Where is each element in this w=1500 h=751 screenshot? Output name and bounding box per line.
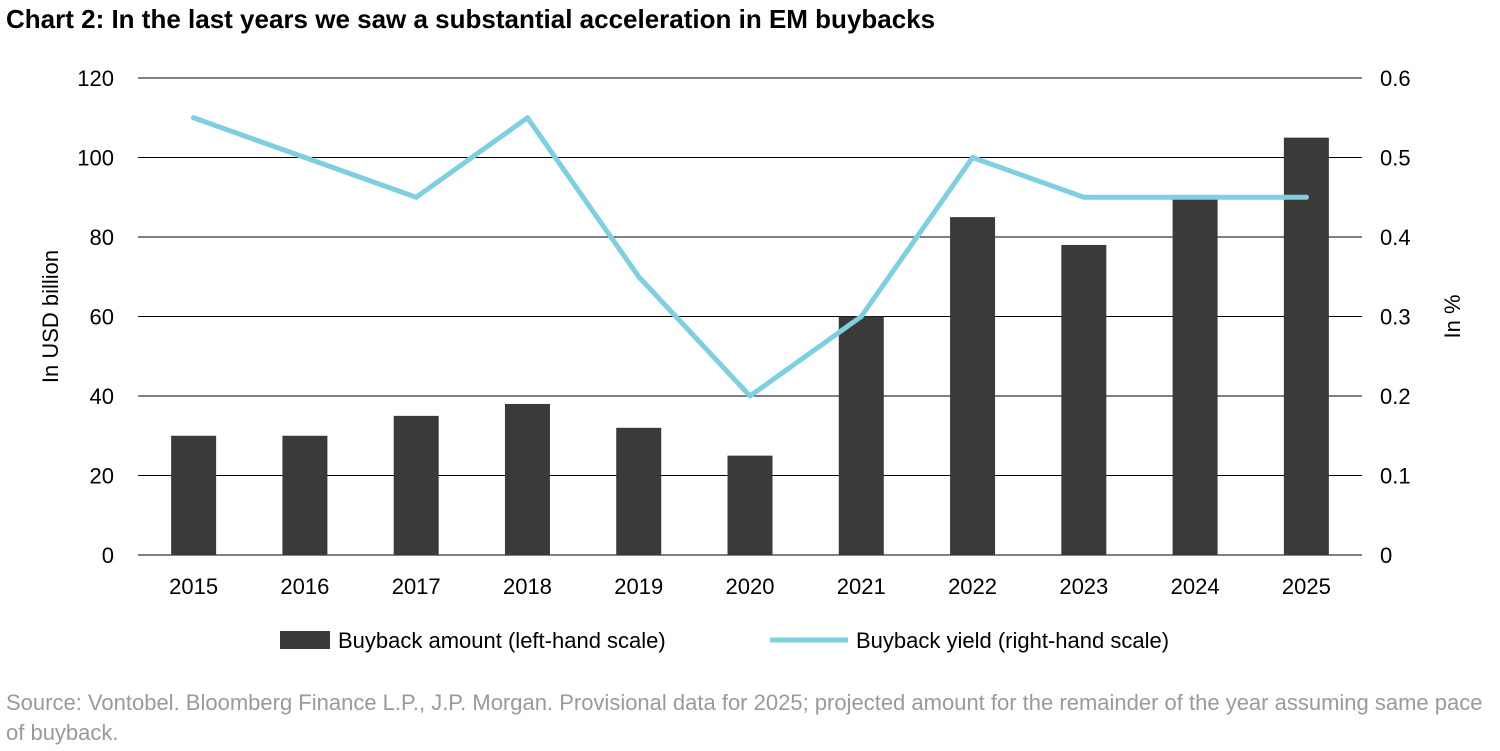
line-point [1303, 194, 1309, 200]
y-tick-label: 40 [90, 384, 114, 409]
bar [171, 435, 217, 555]
y-tick-label: 120 [77, 66, 114, 91]
line-point [747, 393, 753, 399]
y2-tick-label: 0.5 [1380, 146, 1411, 171]
x-tick-label: 2018 [503, 574, 552, 599]
y2-tick-label: 0.2 [1380, 384, 1411, 409]
chart: 0 20 40 60 80 100 120 0 0.1 0.2 0.3 0.4 0.5 0.6 In USD… [38, 66, 1465, 653]
y2-tick-label: 0.3 [1380, 305, 1411, 330]
y2-tick-label: 0 [1380, 543, 1392, 568]
bar [393, 415, 439, 555]
source-note: Source: Vontobel. Bloomberg Finance L.P.… [6, 690, 1483, 745]
chart-title: Chart 2: In the last years we saw a subs… [6, 4, 936, 34]
x-tick-label: 2023 [1059, 574, 1108, 599]
x-tick-label: 2022 [948, 574, 997, 599]
x-tick-label: 2025 [1282, 574, 1331, 599]
y-tick-label: 80 [90, 225, 114, 250]
line-point [524, 115, 530, 121]
line-point [191, 115, 197, 121]
bar [838, 316, 884, 555]
bar [727, 455, 773, 555]
bar [1061, 244, 1107, 555]
yield-line [191, 115, 1309, 399]
line-point [413, 194, 419, 200]
line-point [636, 274, 642, 280]
y2-tick-label: 0.4 [1380, 225, 1411, 250]
x-tick-label: 2019 [614, 574, 663, 599]
legend-label: Buyback yield (right-hand scale) [856, 628, 1169, 653]
y2-axis-label: In % [1440, 294, 1465, 338]
x-tick-label: 2017 [392, 574, 441, 599]
legend-swatch-bar [280, 631, 330, 649]
x-tick-label: 2015 [169, 574, 218, 599]
x-tick-label: 2016 [280, 574, 329, 599]
legend-label: Buyback amount (left-hand scale) [338, 628, 666, 653]
bar [1283, 137, 1329, 555]
bar [616, 427, 662, 555]
x-tick-label: 2024 [1171, 574, 1220, 599]
y-axis-label: In USD billion [38, 250, 63, 383]
y-tick-label: 60 [90, 305, 114, 330]
line-point [858, 314, 864, 319]
y2-tick-label: 0.6 [1380, 66, 1411, 91]
bar [504, 403, 550, 555]
x-tick-label: 2020 [726, 574, 775, 599]
bar [950, 217, 996, 555]
y-tick-label: 100 [77, 146, 114, 171]
x-tick-label: 2021 [837, 574, 886, 599]
bar [282, 435, 328, 555]
y-tick-label: 0 [102, 543, 114, 568]
y2-tick-label: 0.1 [1380, 464, 1411, 489]
line-point [1192, 194, 1198, 200]
line-point [970, 155, 976, 160]
line-point [1081, 194, 1087, 200]
bar [1172, 197, 1218, 555]
line-point [302, 155, 308, 160]
y-tick-label: 20 [90, 464, 114, 489]
